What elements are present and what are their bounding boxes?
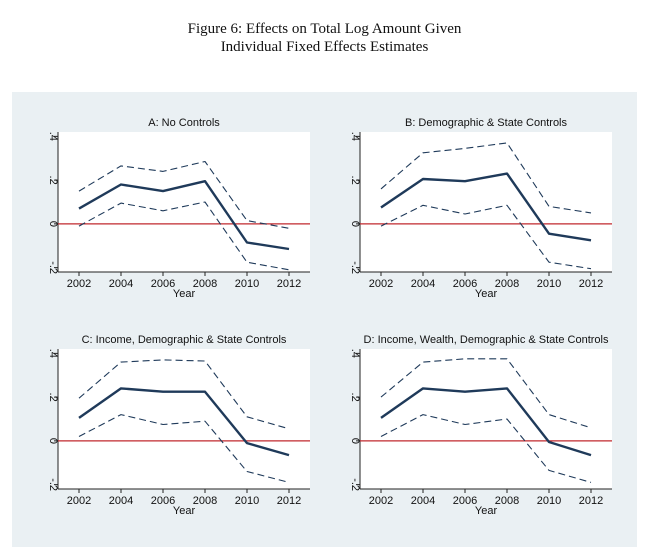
x-tick-label: 2010 (537, 278, 561, 290)
x-tick-label: 2006 (151, 278, 175, 290)
upper-ci-line (380, 142, 592, 214)
y-tick-label: .4 (349, 349, 361, 358)
figure-title: Figure 6: Effects on Total Log Amount Gi… (187, 21, 462, 37)
figure-subtitle: Individual Fixed Effects Estimates (220, 39, 429, 55)
panel-title: C: Income, Demographic & State Controls (82, 334, 287, 346)
estimate-line (380, 387, 592, 457)
x-tick-label: 2008 (193, 278, 217, 290)
x-tick-label: 2008 (193, 495, 217, 507)
y-tick-label: .4 (349, 132, 361, 141)
x-tick-label: 2004 (109, 278, 133, 290)
y-tick-label: .2 (349, 176, 361, 185)
y-tick-label: 0 (349, 438, 361, 444)
estimate-line (380, 172, 592, 242)
x-axis-label: Year (173, 288, 196, 300)
x-tick-label: 2012 (579, 278, 603, 290)
estimate-line (78, 387, 290, 457)
upper-ci-line (380, 358, 592, 429)
panel-title: A: No Controls (148, 117, 220, 129)
plot-area (58, 349, 310, 489)
panel-title: D: Income, Wealth, Demographic & State C… (364, 334, 609, 346)
plot-area (58, 132, 310, 272)
x-axis-label: Year (173, 505, 196, 517)
y-tick-label: -.2 (349, 261, 361, 274)
x-axis-label: Year (475, 288, 498, 300)
y-tick-label: 0 (349, 221, 361, 227)
upper-ci-line (78, 359, 290, 430)
upper-ci-line (78, 160, 290, 229)
y-tick-label: .2 (47, 176, 59, 185)
y-tick-label: .4 (47, 132, 59, 141)
x-tick-label: 2006 (453, 278, 477, 290)
x-tick-label: 2002 (369, 278, 393, 290)
x-tick-label: 2008 (495, 495, 519, 507)
x-tick-label: 2012 (579, 495, 603, 507)
x-axis-label: Year (475, 505, 498, 517)
x-tick-label: 2002 (67, 495, 91, 507)
x-tick-label: 2006 (151, 495, 175, 507)
x-tick-label: 2008 (495, 278, 519, 290)
lower-ci-line (380, 204, 592, 270)
y-tick-label: 0 (47, 438, 59, 444)
x-tick-label: 2004 (411, 495, 435, 507)
chart-panel-c: C: Income, Demographic & State Controls -… (47, 334, 310, 517)
x-tick-label: 2010 (537, 495, 561, 507)
x-tick-label: 2002 (67, 278, 91, 290)
chart-panel-b: B: Demographic & State Controls -.2 0 .2 .4 2… (349, 117, 612, 300)
plot-area (360, 349, 612, 489)
chart-panel-area: A: No Controls -.2 0 .2 .4 2002 2004 2006 2008 20… (12, 92, 637, 547)
y-tick-label: .2 (47, 393, 59, 402)
panel-title: B: Demographic & State Controls (405, 117, 568, 129)
y-tick-label: -.2 (349, 478, 361, 491)
y-tick-label: -.2 (47, 261, 59, 274)
lower-ci-line (78, 201, 290, 271)
y-tick-label: -.2 (47, 478, 59, 491)
lower-ci-line (380, 414, 592, 483)
x-tick-label: 2006 (453, 495, 477, 507)
x-tick-label: 2010 (235, 495, 259, 507)
x-tick-label: 2004 (411, 278, 435, 290)
estimate-line (78, 179, 290, 251)
lower-ci-line (78, 414, 290, 483)
chart-panel-a: A: No Controls -.2 0 .2 .4 2002 2004 2006 2008 20… (47, 117, 310, 300)
y-tick-label: .2 (349, 393, 361, 402)
x-tick-label: 2002 (369, 495, 393, 507)
x-tick-label: 2012 (277, 495, 301, 507)
x-tick-label: 2010 (235, 278, 259, 290)
y-tick-label: .4 (47, 349, 59, 358)
chart-panel-d: D: Income, Wealth, Demographic & State C… (349, 334, 612, 517)
charts-svg: A: No Controls -.2 0 .2 .4 2002 2004 2006 2008 20… (47, 117, 612, 517)
x-tick-label: 2004 (109, 495, 133, 507)
plot-area (360, 132, 612, 272)
y-tick-label: 0 (47, 221, 59, 227)
x-tick-label: 2012 (277, 278, 301, 290)
